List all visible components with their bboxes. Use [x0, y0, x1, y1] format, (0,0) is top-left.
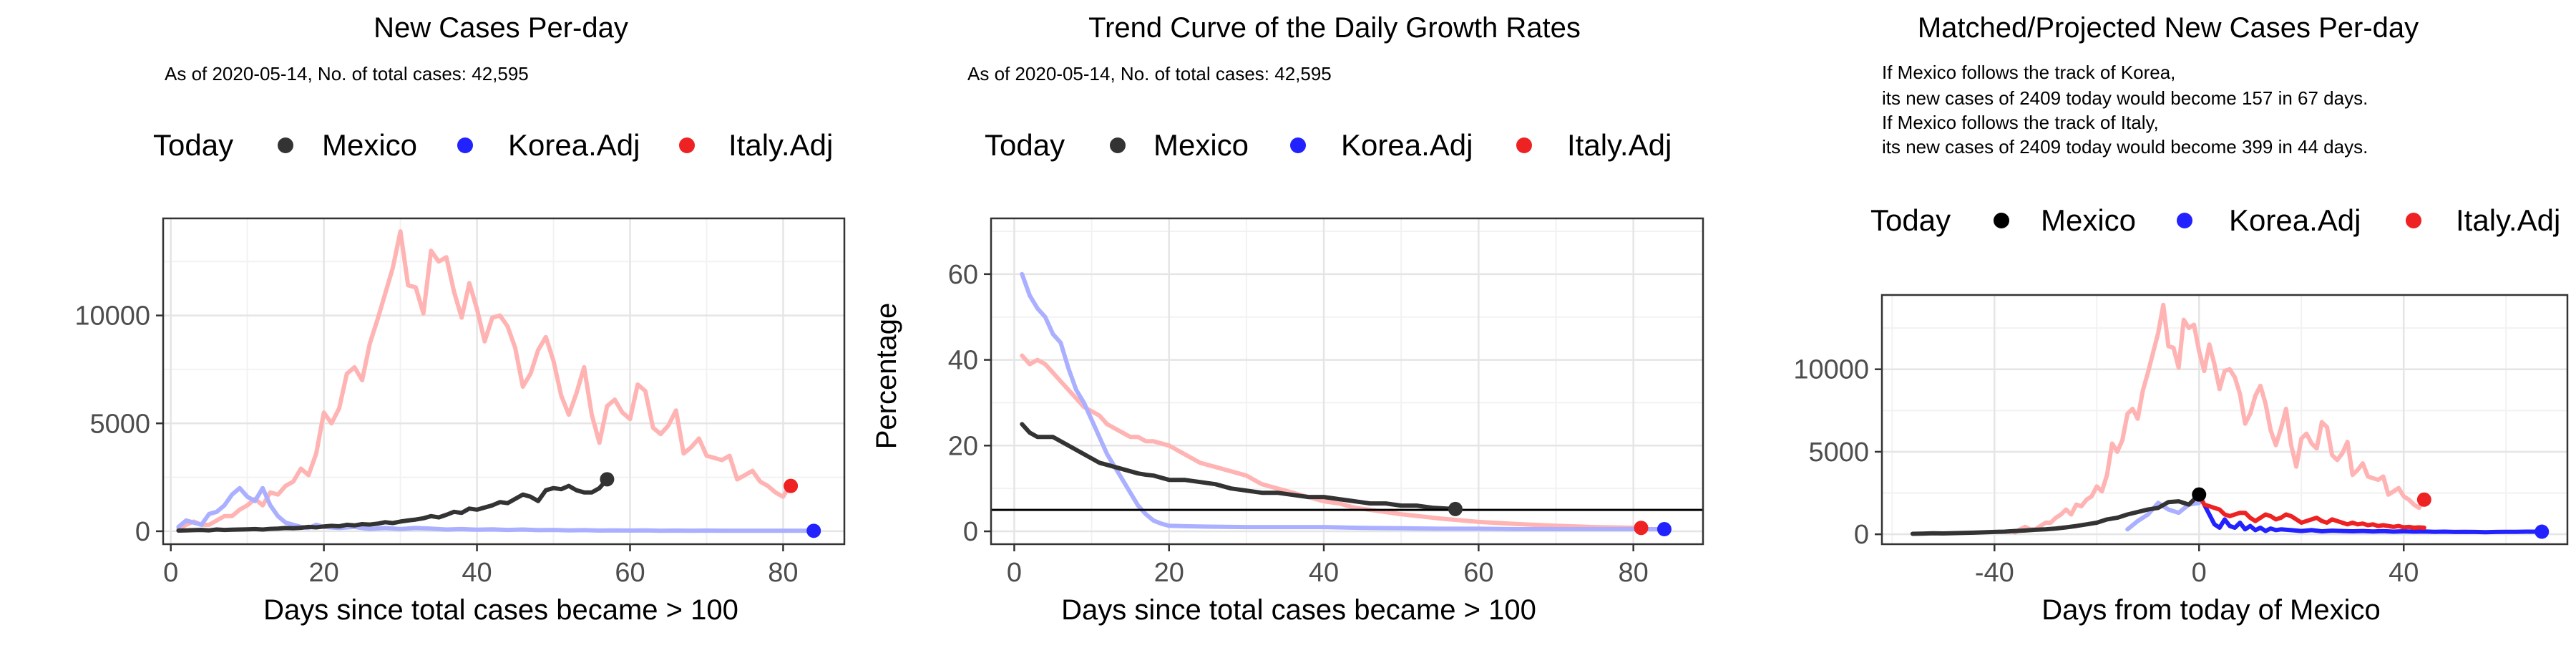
x-tick-label: 0 [163, 558, 178, 588]
legend-title: Today [1870, 203, 1951, 237]
today-point-mexico [600, 472, 615, 487]
legend-key-mexico [1994, 213, 2009, 228]
legend-key-italy [679, 137, 695, 153]
today-point-korea-adj [2534, 524, 2550, 539]
chart-subtitle-line-1: If Mexico follows the track of Korea, [1882, 62, 2175, 83]
legend-label-italy: Italy.Adj [728, 128, 833, 162]
panel-border [162, 217, 846, 546]
x-tick-label: 60 [1463, 558, 1493, 588]
today-point-mexico [2192, 487, 2207, 502]
legend-title: Today [153, 128, 233, 162]
legend-key-korea [2177, 213, 2192, 228]
series-line-mexico [1910, 492, 2202, 536]
y-tick-label: 5000 [1808, 437, 1869, 468]
legend-label-mexico: Mexico [322, 128, 417, 162]
series-line-mexico [1020, 422, 1458, 511]
y-tick-label: 0 [135, 517, 150, 547]
y-tick-label: 5000 [89, 409, 150, 439]
x-tick-label: 80 [768, 558, 798, 588]
chart-subtitle-line-4: its new cases of 2409 today would become… [1882, 136, 2368, 158]
legend-key-korea [457, 137, 473, 153]
plot-area [990, 217, 1704, 546]
axes: 0 20 40 60 80 0 20 40 60 [948, 260, 1649, 588]
today-point-korea-adj [806, 523, 821, 538]
series-line-italy-adj-projected [2197, 492, 2426, 530]
series-line-italy-adj [1020, 353, 1644, 531]
x-tick-label: 0 [1007, 558, 1022, 588]
x-axis-label: Days since total cases became > 100 [263, 594, 738, 626]
panel-growth-rates: Trend Curve of the Daily Growth Rates As… [871, 12, 1704, 626]
legend-label-italy: Italy.Adj [1567, 128, 1672, 162]
legend-key-korea [1290, 137, 1306, 153]
y-tick-label: 10000 [1793, 355, 1869, 385]
legend: Today Mexico Korea.Adj Italy.Adj [985, 128, 1672, 162]
legend-key-italy [1516, 137, 1532, 153]
chart-subtitle-line-3: If Mexico follows the track of Italy, [1882, 112, 2159, 133]
today-point-mexico [1448, 501, 1463, 516]
x-tick-label: 20 [308, 558, 338, 588]
x-tick-label: 80 [1619, 558, 1649, 588]
series-line-italy-adj [176, 229, 794, 531]
legend-key-italy [2406, 213, 2421, 228]
y-tick-label: 20 [948, 431, 978, 461]
axes: -40 0 40 0 5000 10000 [1793, 355, 2419, 588]
chart-title: Trend Curve of the Daily Growth Rates [1088, 12, 1581, 44]
chart-title: Matched/Projected New Cases Per-day [1918, 12, 2419, 44]
legend-key-mexico [278, 137, 293, 153]
legend: Today Mexico Korea.Adj Italy.Adj [1870, 203, 2560, 237]
panel-border [1880, 294, 2569, 546]
series-line-mexico [176, 477, 610, 533]
x-tick-label: 0 [2192, 558, 2207, 588]
legend-label-mexico: Mexico [1153, 128, 1249, 162]
legend-title: Today [985, 128, 1065, 162]
panel-border [990, 217, 1704, 546]
legend-label-italy: Italy.Adj [2456, 203, 2560, 237]
series-line-korea-adj [176, 485, 816, 533]
today-point-italy-adj [2416, 492, 2431, 507]
legend-label-korea: Korea.Adj [2229, 203, 2361, 237]
chart-subtitle: As of 2020-05-14, No. of total cases: 42… [165, 63, 529, 84]
chart-subtitle: As of 2020-05-14, No. of total cases: 42… [967, 63, 1332, 84]
chart-subtitle-line-2: its new cases of 2409 today would become… [1882, 87, 2368, 109]
x-tick-label: 40 [2389, 558, 2419, 588]
legend: Today Mexico Korea.Adj Italy.Adj [153, 128, 833, 162]
x-tick-label: 60 [615, 558, 645, 588]
y-tick-label: 0 [963, 517, 978, 547]
today-point-italy-adj [784, 478, 799, 493]
panel-new-cases: New Cases Per-day As of 2020-05-14, No. … [74, 12, 846, 626]
y-tick-label: 10000 [74, 301, 150, 332]
series-line-korea-adj [1020, 271, 1667, 531]
legend-label-korea: Korea.Adj [1341, 128, 1473, 162]
plot-area [1880, 294, 2569, 546]
plot-area [162, 217, 846, 546]
y-tick-label: 0 [1854, 520, 1869, 550]
x-tick-label: -40 [1975, 558, 2014, 588]
x-tick-label: 20 [1154, 558, 1184, 588]
x-tick-label: 40 [1309, 558, 1339, 588]
series-line-korea-adj-projected [2197, 492, 2545, 535]
series-line-italy-adj-past [2012, 302, 2426, 535]
legend-label-korea: Korea.Adj [508, 128, 640, 162]
x-axis-label: Days since total cases became > 100 [1061, 594, 1536, 626]
panel-projected-cases: Matched/Projected New Cases Per-day If M… [1793, 12, 2569, 626]
chart-title: New Cases Per-day [374, 12, 628, 44]
axes: 0 20 40 60 80 0 5000 10000 [74, 301, 798, 588]
y-tick-label: 40 [948, 346, 978, 376]
today-point-korea-adj [1657, 522, 1672, 537]
today-point-italy-adj [1634, 521, 1649, 536]
legend-label-mexico: Mexico [2041, 203, 2136, 237]
y-axis-label: Percentage [871, 303, 902, 450]
x-axis-label: Days from today of Mexico [2041, 594, 2381, 626]
y-tick-label: 60 [948, 260, 978, 290]
x-tick-label: 40 [462, 558, 492, 588]
legend-key-mexico [1110, 137, 1126, 153]
